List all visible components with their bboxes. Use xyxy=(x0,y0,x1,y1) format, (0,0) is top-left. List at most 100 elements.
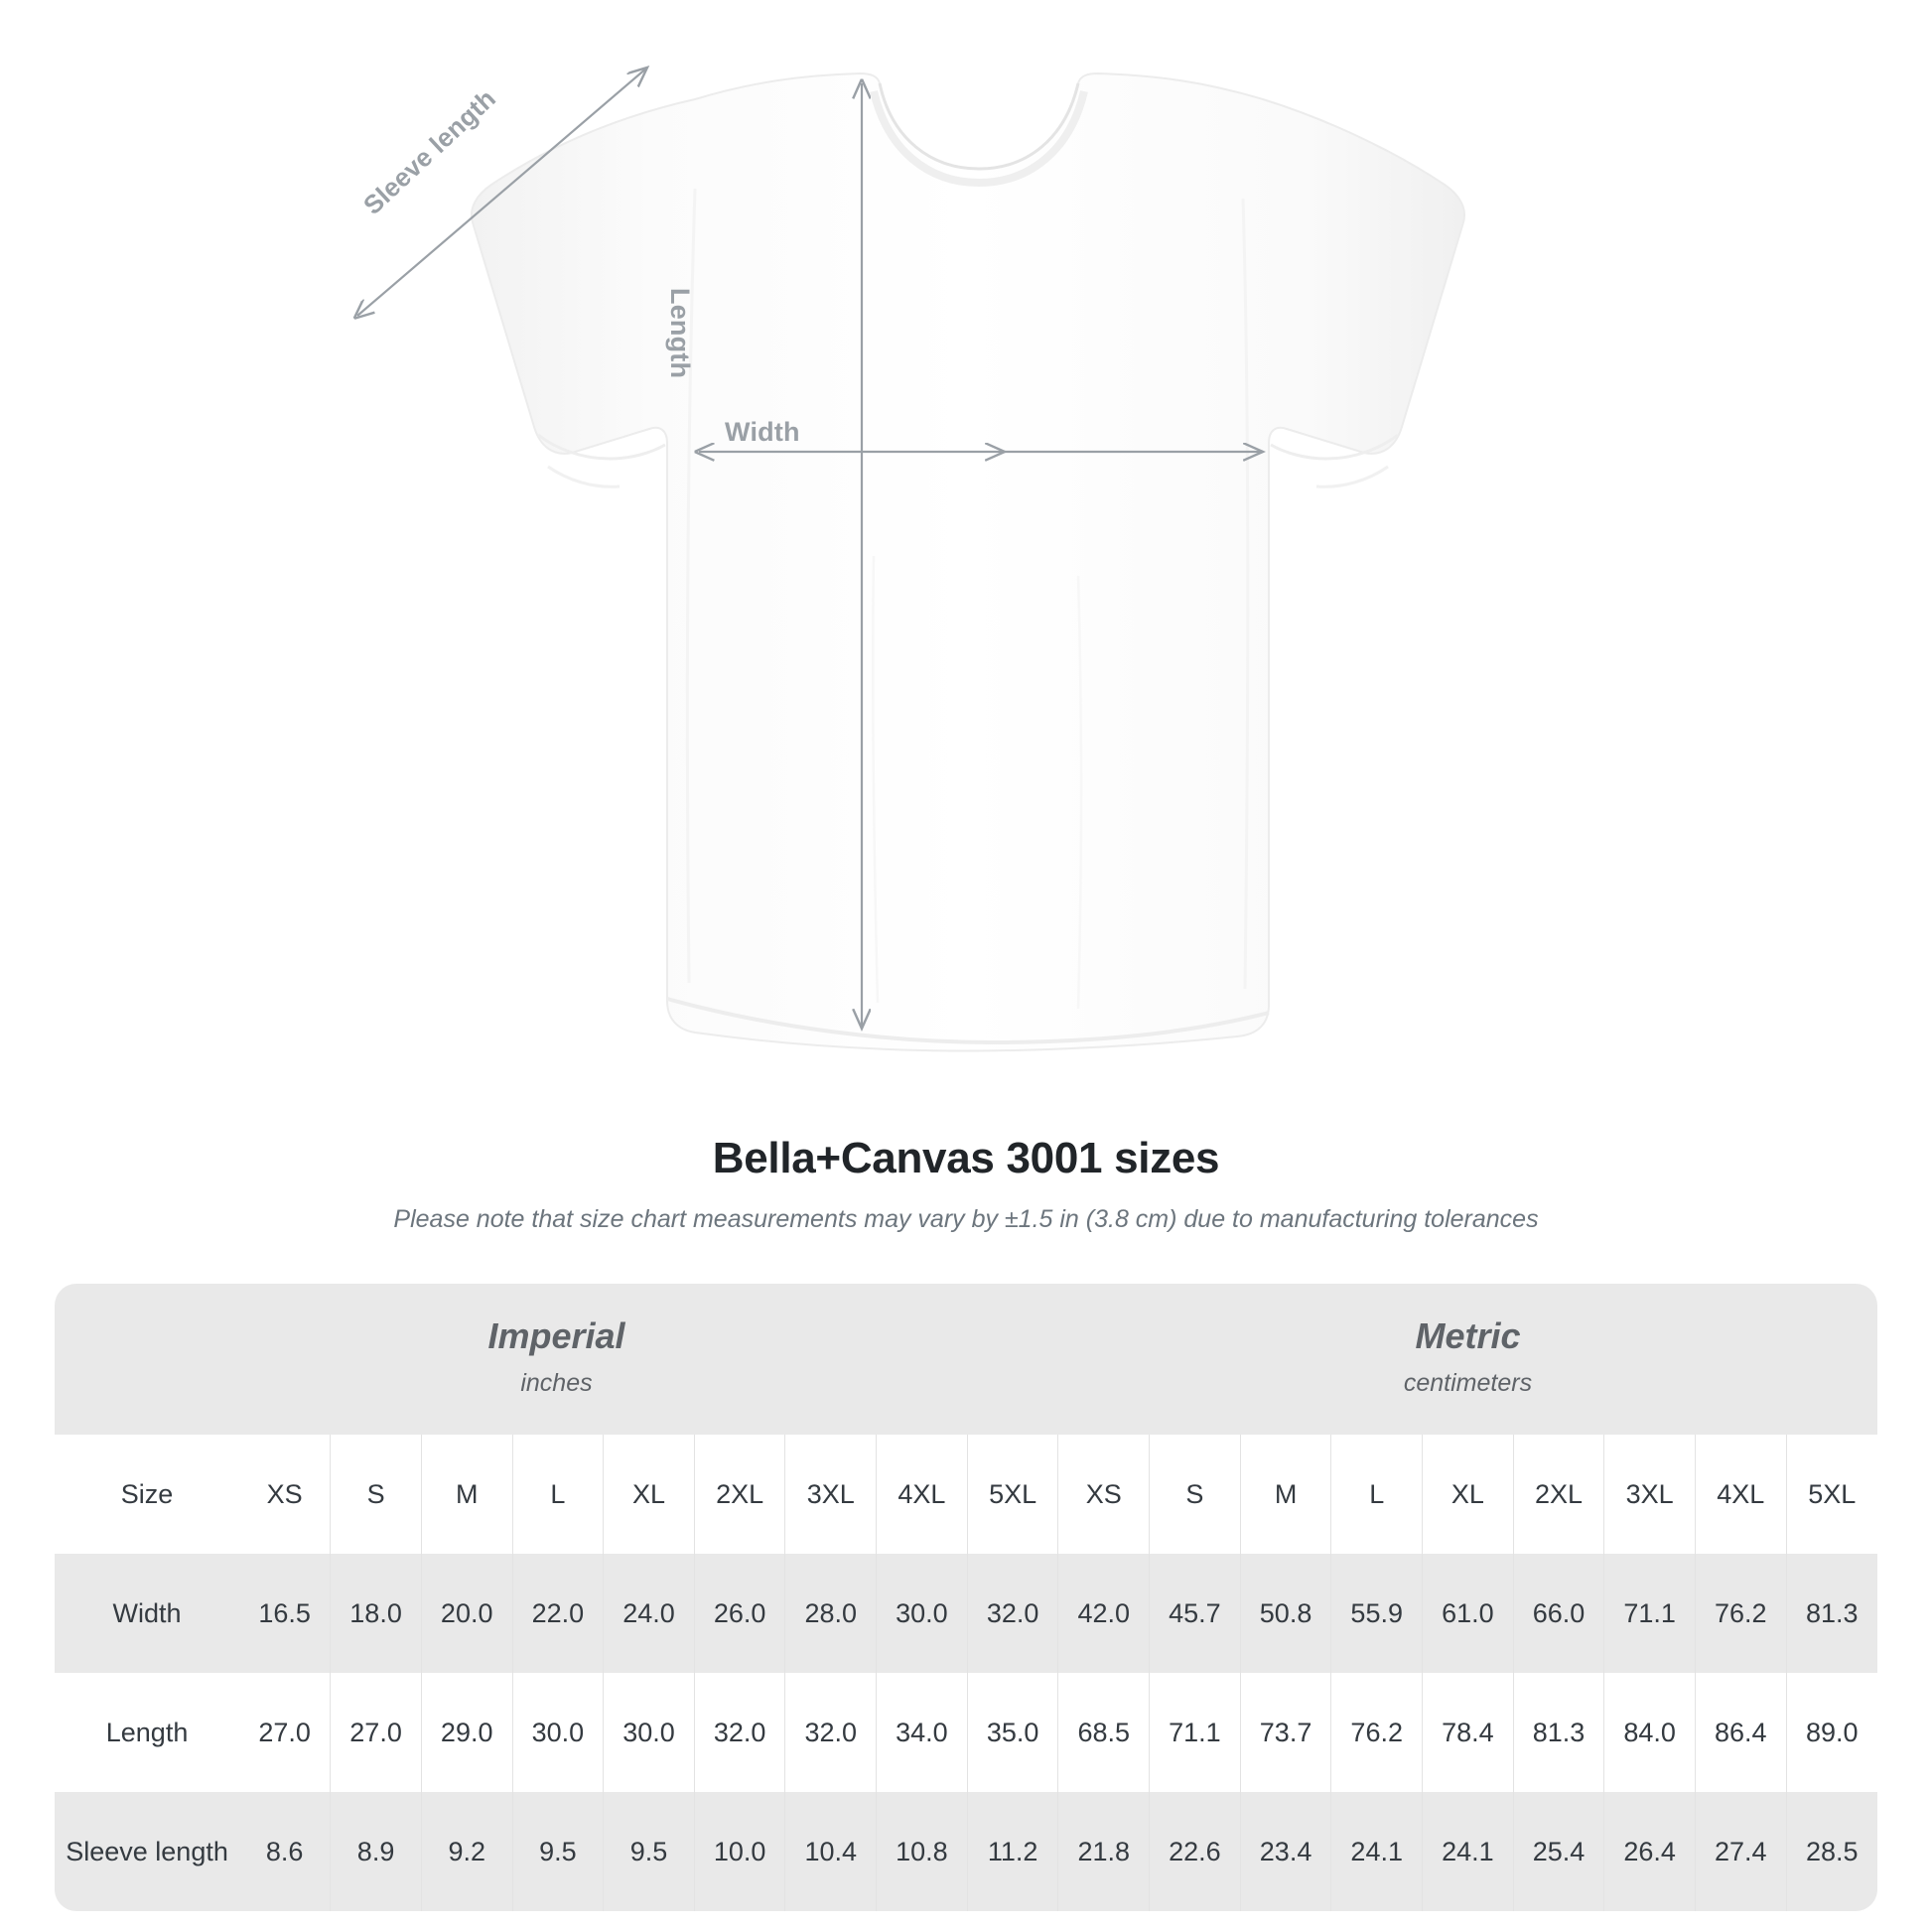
measurement-row-label: Width xyxy=(112,1597,182,1628)
size-header-row: Size XS S M L XL 2XL 3XL 4XL 5XL XS S M L XL 2XL 3XL 4XL 5… xyxy=(55,1435,1877,1554)
measurement-value: 27.4 xyxy=(1695,1792,1787,1911)
tolerance-note: Please note that size chart measurements… xyxy=(393,1205,1539,1233)
measurement-value: 24.0 xyxy=(603,1554,695,1673)
size-column-header: XL xyxy=(1422,1435,1514,1554)
unit-system-header-row: Imperial inches Metric centimeters xyxy=(55,1284,1877,1435)
measurement-value: 10.8 xyxy=(876,1792,968,1911)
metric-system-name: Metric xyxy=(1415,1314,1521,1356)
measurement-value: 9.5 xyxy=(512,1792,605,1911)
size-column-header: 2XL xyxy=(694,1435,786,1554)
measurement-value: 84.0 xyxy=(1603,1673,1696,1792)
size-column-header: 2XL xyxy=(1513,1435,1605,1554)
measurement-value: 55.9 xyxy=(1330,1554,1424,1673)
measurement-value: 81.3 xyxy=(1513,1673,1605,1792)
measurement-value: 50.8 xyxy=(1240,1554,1332,1673)
measurement-value: 22.6 xyxy=(1149,1792,1241,1911)
tshirt-illustration xyxy=(0,0,1465,1052)
size-column-header: L xyxy=(512,1435,605,1554)
measurement-value: 71.1 xyxy=(1603,1554,1696,1673)
measurement-value: 28.5 xyxy=(1806,1836,1859,1866)
measurement-value: 71.1 xyxy=(1149,1673,1241,1792)
measurement-row-label: Sleeve length xyxy=(66,1836,228,1866)
measurement-value: 10.4 xyxy=(784,1792,878,1911)
measurement-value: 27.0 xyxy=(330,1673,422,1792)
measurement-value: 11.2 xyxy=(967,1792,1059,1911)
measurement-value: 68.5 xyxy=(1057,1673,1151,1792)
width-label: Width xyxy=(725,417,800,447)
measurement-value: 28.0 xyxy=(784,1554,878,1673)
measurement-value: 29.0 xyxy=(421,1673,513,1792)
measurement-value: 20.0 xyxy=(421,1554,513,1673)
metric-unit-name: centimeters xyxy=(1403,1368,1533,1397)
measurement-value: 86.4 xyxy=(1695,1673,1787,1792)
size-corner-label: Size xyxy=(120,1478,174,1509)
measurement-value: 16.5 xyxy=(239,1554,332,1673)
measurement-value: 32.0 xyxy=(967,1554,1059,1673)
imperial-header: Imperial inches xyxy=(55,1284,1058,1435)
measurement-value: 89.0 xyxy=(1806,1717,1859,1747)
measurement-row-label: Length xyxy=(105,1717,189,1747)
size-column-header: 4XL xyxy=(1695,1435,1787,1554)
measurement-value: 10.0 xyxy=(694,1792,786,1911)
size-column-header: S xyxy=(1149,1435,1241,1554)
measurement-value: 8.6 xyxy=(239,1792,332,1911)
measurement-value: 61.0 xyxy=(1422,1554,1514,1673)
size-column-header: M xyxy=(421,1435,513,1554)
table-row: Width 16.5 18.0 20.0 22.0 24.0 26.0 28.0 30.0 32.… xyxy=(55,1554,1877,1673)
measurement-value: 32.0 xyxy=(694,1673,786,1792)
measurement-value: 81.3 xyxy=(1806,1597,1859,1628)
sleeve-length-arrow xyxy=(357,68,647,316)
measurement-value: 34.0 xyxy=(876,1673,968,1792)
measurement-value: 9.2 xyxy=(421,1792,513,1911)
measurement-value: 76.2 xyxy=(1695,1554,1787,1673)
measurement-value: 8.9 xyxy=(330,1792,422,1911)
measurement-value: 26.4 xyxy=(1603,1792,1696,1911)
metric-header: Metric centimeters xyxy=(1057,1284,1877,1435)
measurement-value: 78.4 xyxy=(1422,1673,1514,1792)
size-column-header: 5XL xyxy=(1808,1478,1857,1509)
measurement-value: 24.1 xyxy=(1330,1792,1424,1911)
measurement-value: 21.8 xyxy=(1057,1792,1151,1911)
measurement-value: 32.0 xyxy=(784,1673,878,1792)
measurement-value: 30.0 xyxy=(876,1554,968,1673)
imperial-system-name: Imperial xyxy=(487,1314,625,1356)
measurement-value: 30.0 xyxy=(512,1673,605,1792)
size-column-header: 3XL xyxy=(1603,1435,1696,1554)
measurement-value: 23.4 xyxy=(1240,1792,1332,1911)
title-block: Bella+Canvas 3001 sizes Please note that… xyxy=(0,1134,1932,1234)
size-column-header: XS xyxy=(1057,1435,1151,1554)
measurement-value: 45.7 xyxy=(1149,1554,1241,1673)
measurement-value: 66.0 xyxy=(1513,1554,1605,1673)
length-label: Length xyxy=(665,288,695,379)
measurement-value: 76.2 xyxy=(1330,1673,1424,1792)
shirt-body xyxy=(471,71,1465,1052)
size-column-header: 3XL xyxy=(784,1435,878,1554)
size-column-header: S xyxy=(330,1435,422,1554)
size-column-header: L xyxy=(1330,1435,1424,1554)
size-chart-table: Imperial inches Metric centimeters Size X… xyxy=(55,1284,1877,1911)
table-row: Sleeve length 8.6 8.9 9.2 9.5 9.5 10.0 10.4 10.8… xyxy=(55,1792,1877,1911)
measurement-value: 9.5 xyxy=(603,1792,695,1911)
measurement-value: 22.0 xyxy=(512,1554,605,1673)
measurement-value: 73.7 xyxy=(1240,1673,1332,1792)
measurement-value: 30.0 xyxy=(603,1673,695,1792)
imperial-unit-name: inches xyxy=(520,1368,593,1397)
tshirt-diagram: Sleeve length Length Width xyxy=(0,0,1465,1052)
size-column-header: 5XL xyxy=(967,1435,1059,1554)
measurement-value: 35.0 xyxy=(967,1673,1059,1792)
measurement-value: 26.0 xyxy=(694,1554,786,1673)
measurement-value: 27.0 xyxy=(239,1673,332,1792)
size-chart-table-body: Size XS S M L XL 2XL 3XL 4XL 5XL XS S M L XL 2XL 3XL 4XL 5… xyxy=(55,1435,1877,1911)
size-column-header: M xyxy=(1240,1435,1332,1554)
measurement-value: 42.0 xyxy=(1057,1554,1151,1673)
table-row: Length 27.0 27.0 29.0 30.0 30.0 32.0 32.0 34.0 35… xyxy=(55,1673,1877,1792)
measurement-value: 25.4 xyxy=(1513,1792,1605,1911)
measurement-value: 24.1 xyxy=(1422,1792,1514,1911)
size-column-header: XS xyxy=(239,1435,332,1554)
page-title: Bella+Canvas 3001 sizes xyxy=(712,1134,1220,1182)
size-column-header: 4XL xyxy=(876,1435,968,1554)
measurement-arrows xyxy=(357,68,1263,1029)
size-column-header: XL xyxy=(603,1435,695,1554)
measurement-value: 18.0 xyxy=(330,1554,422,1673)
